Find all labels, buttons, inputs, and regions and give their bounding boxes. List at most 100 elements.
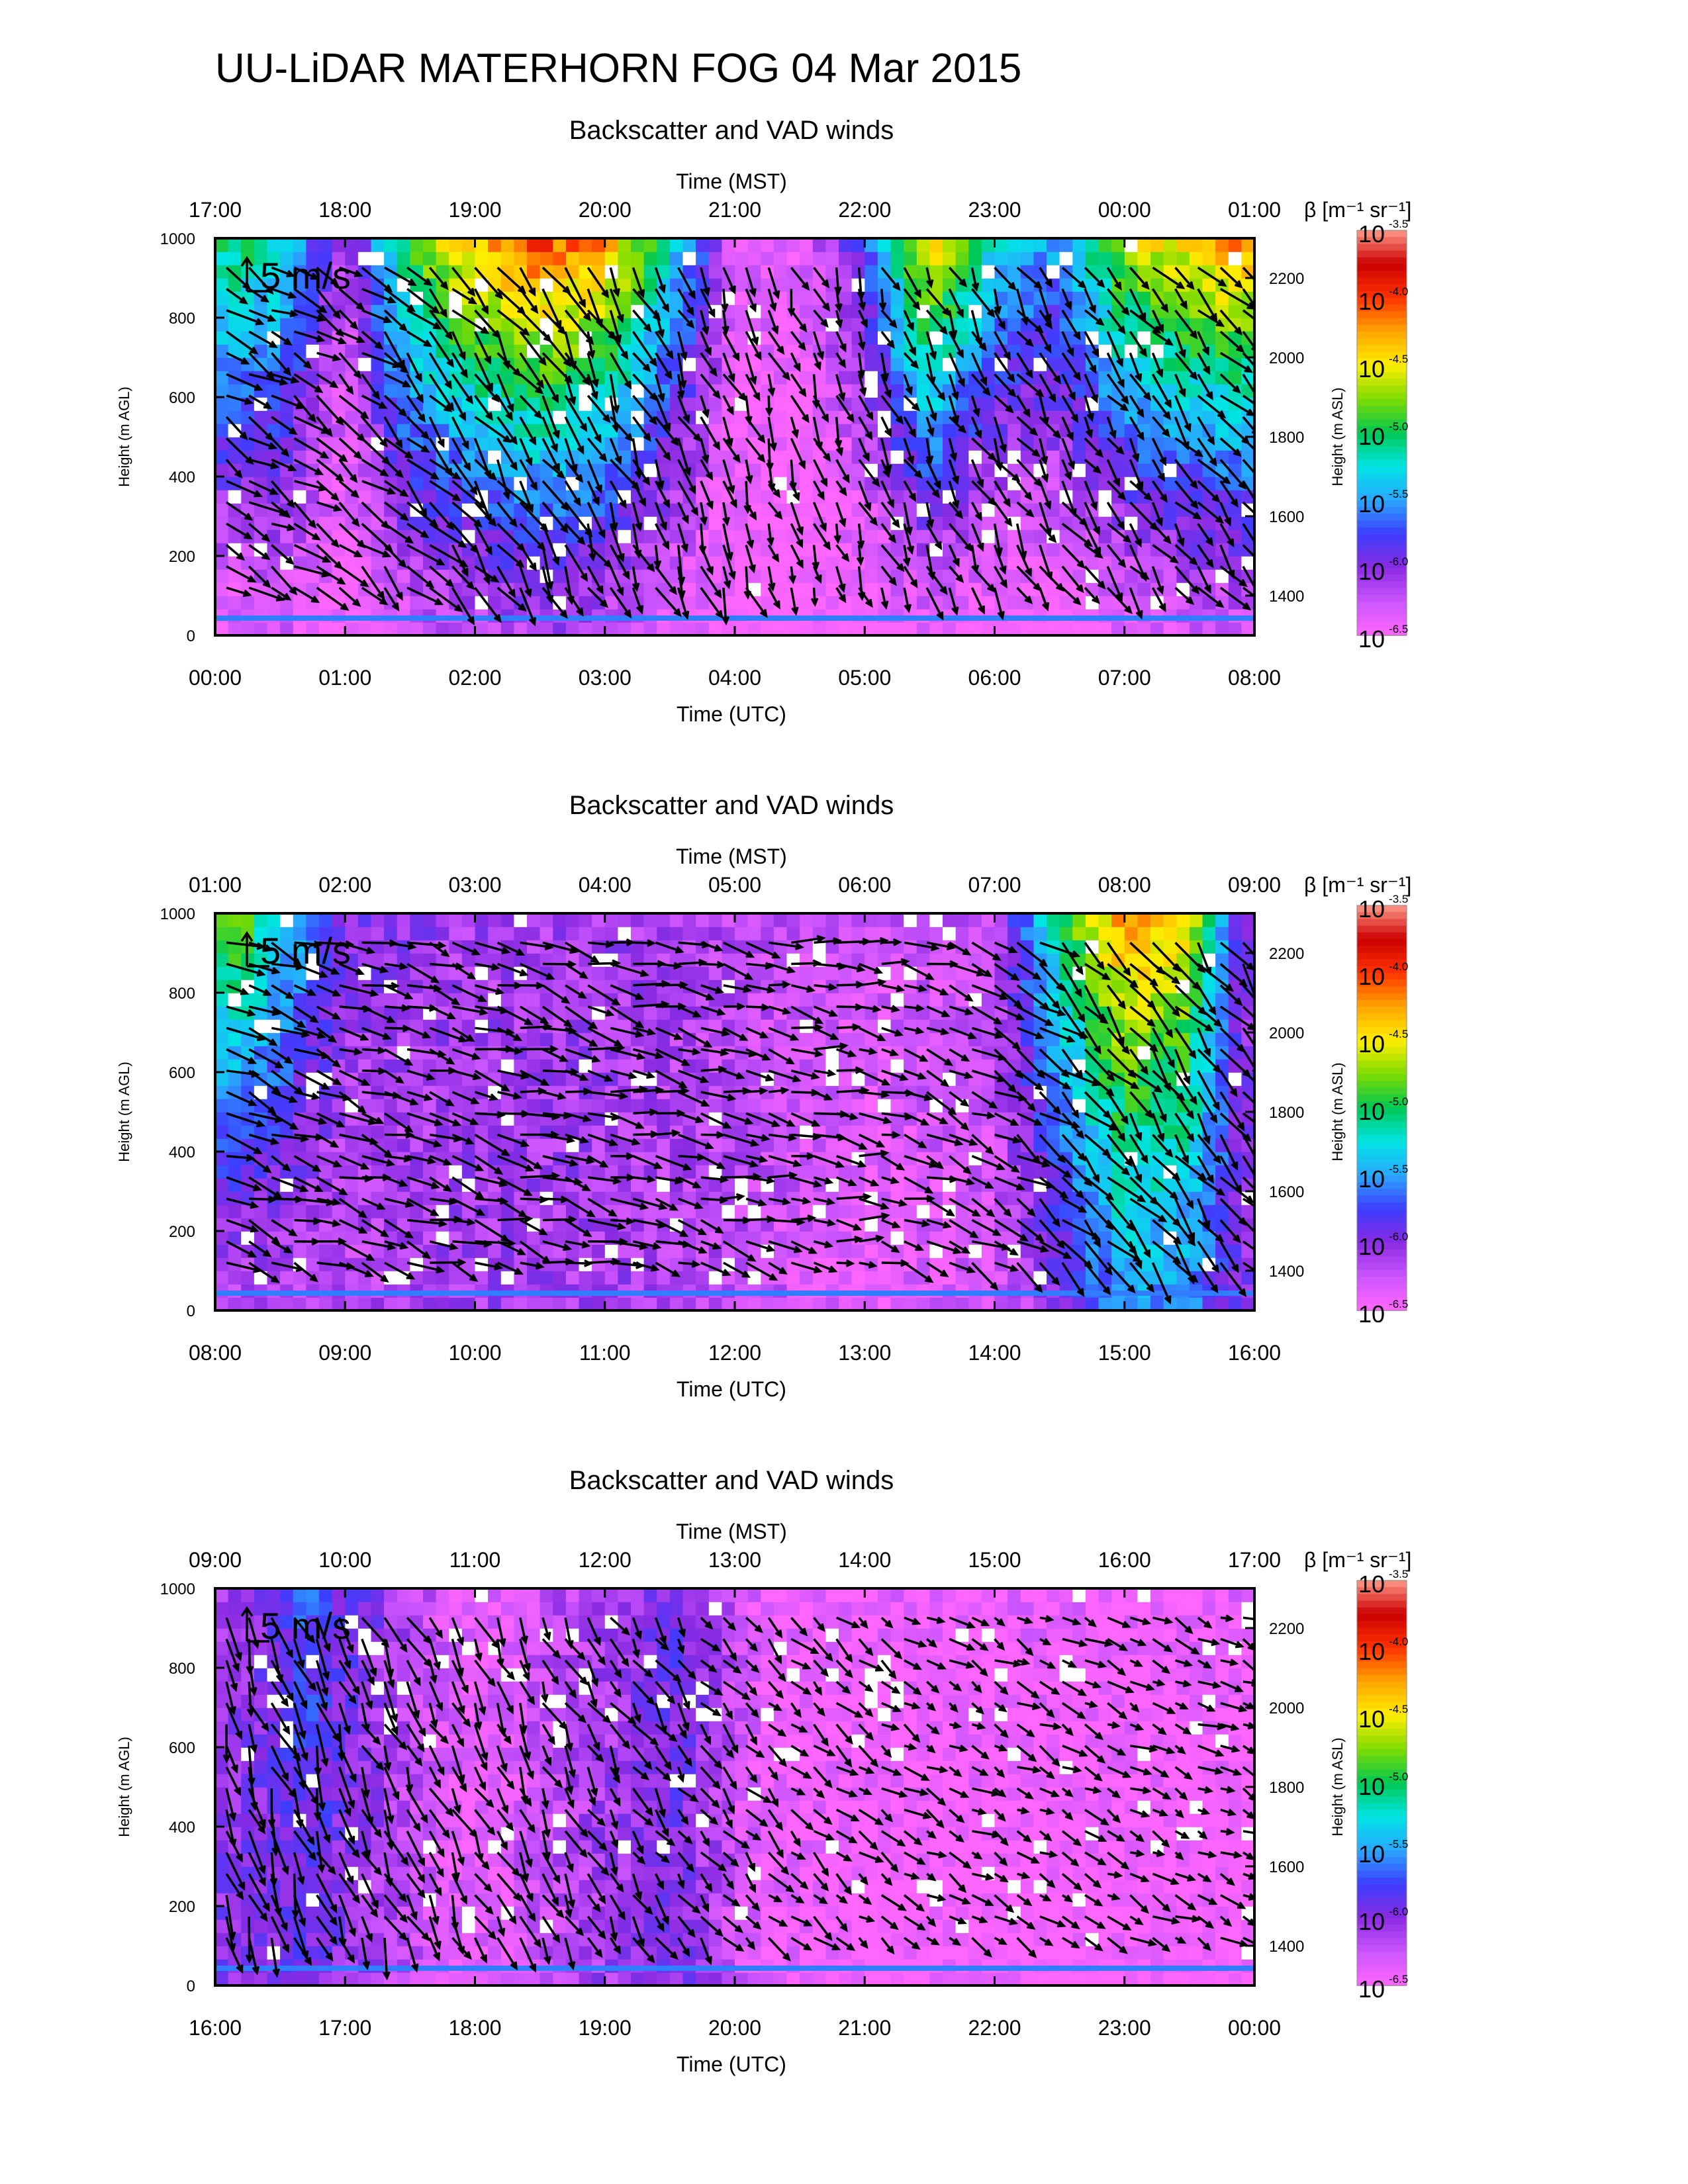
backscatter-cell: [643, 556, 657, 570]
backscatter-cell: [423, 384, 437, 398]
backscatter-cell: [565, 1205, 580, 1218]
wind-arrow-head: [757, 434, 766, 444]
wind-arrow: [293, 309, 324, 322]
backscatter-cell: [306, 318, 320, 332]
backscatter-cell: [735, 331, 749, 345]
backscatter-cell: [1189, 238, 1203, 252]
backscatter-cell: [669, 278, 684, 292]
backscatter-cell: [397, 384, 411, 398]
backscatter-cell: [735, 516, 749, 530]
wind-arrow-head: [864, 502, 872, 512]
wind-arrow: [473, 544, 490, 583]
wind-arrow: [1106, 544, 1126, 567]
backscatter-cell: [943, 569, 957, 583]
wind-arrow-head: [955, 510, 964, 520]
backscatter-cell: [397, 1099, 411, 1113]
wind-arrow: [1174, 544, 1197, 565]
backscatter-cell: [241, 477, 255, 490]
wind-arrow-head: [663, 452, 671, 461]
wind-arrow: [1129, 459, 1143, 489]
backscatter-cell: [1047, 251, 1060, 265]
wind-arrow-head: [545, 594, 554, 604]
backscatter-cell: [800, 238, 814, 252]
wind-arrow-head: [1136, 409, 1145, 418]
colorbar-segment: [1357, 473, 1407, 481]
wind-arrow: [1219, 586, 1250, 610]
wind-arrow-head: [289, 310, 299, 318]
wind-arrow-head: [951, 475, 960, 485]
wind-arrow-head: [1093, 465, 1102, 474]
wind-arrow: [541, 437, 560, 471]
wind-arrow: [293, 586, 318, 603]
backscatter-cell: [527, 622, 541, 635]
wind-arrow-head: [859, 387, 867, 397]
wind-arrow: [564, 544, 588, 580]
wind-arrow: [361, 459, 388, 477]
backscatter-cell: [436, 490, 449, 504]
wind-arrow-head: [395, 439, 403, 449]
wind-arrow: [1039, 331, 1051, 352]
backscatter-cell: [565, 913, 580, 927]
backscatter-cell: [410, 450, 424, 464]
wind-arrow: [813, 267, 829, 287]
wind-arrow: [361, 416, 387, 447]
backscatter-cell: [955, 437, 969, 451]
backscatter-cell: [631, 1112, 645, 1126]
wind-arrow: [948, 480, 959, 508]
wind-arrow-head: [267, 314, 277, 322]
backscatter-cell: [553, 1032, 567, 1046]
backscatter-cell: [319, 1019, 333, 1033]
wind-arrow: [271, 501, 290, 518]
backscatter-cell: [1124, 318, 1139, 332]
backscatter-cell: [890, 331, 904, 345]
wind-arrow-head: [414, 373, 422, 383]
backscatter-cell: [1176, 516, 1190, 530]
backscatter-cell: [267, 238, 281, 252]
wind-arrow: [700, 480, 713, 508]
wind-arrow: [857, 566, 864, 599]
wind-arrow: [609, 374, 618, 412]
wind-arrow-head: [1135, 610, 1143, 619]
backscatter-cell: [461, 1297, 476, 1310]
backscatter-cell: [968, 582, 982, 596]
wind-arrow-head: [484, 355, 492, 365]
wind-arrow-head: [767, 387, 776, 397]
backscatter-cell: [981, 463, 996, 477]
backscatter-cell: [371, 371, 385, 385]
wind-arrow-head: [557, 326, 566, 336]
backscatter-cell: [1085, 318, 1100, 332]
backscatter-cell: [1047, 596, 1060, 610]
wind-arrow-head: [1092, 595, 1100, 604]
backscatter-cell: [357, 318, 372, 332]
backscatter-cell: [604, 1297, 619, 1310]
backscatter-cell: [877, 477, 892, 490]
backscatter-cell: [708, 516, 723, 530]
backscatter-cell: [1020, 516, 1035, 530]
backscatter-cell: [800, 357, 814, 371]
backscatter-cell: [254, 953, 268, 967]
backscatter-cell: [215, 516, 229, 530]
wind-arrow-head: [1232, 385, 1241, 394]
wind-arrow: [1242, 267, 1254, 281]
backscatter-cell: [618, 516, 632, 530]
backscatter-cell: [877, 516, 892, 530]
backscatter-cell: [410, 913, 424, 927]
wind-arrow: [564, 459, 583, 482]
wind-arrow-head: [639, 498, 646, 508]
backscatter-cell: [357, 238, 372, 252]
backscatter-cell: [267, 1072, 281, 1086]
backscatter-cell: [357, 397, 372, 411]
wind-arrow-head: [1261, 481, 1267, 488]
backscatter-cell: [839, 529, 853, 543]
backscatter-cell: [773, 251, 788, 265]
wind-arrow-head: [1113, 478, 1121, 488]
wind-arrow: [880, 416, 892, 435]
wind-arrow: [248, 458, 277, 469]
backscatter-cell: [786, 291, 800, 305]
wind-arrow: [858, 310, 868, 327]
backscatter-cell: [461, 1019, 476, 1033]
backscatter-cell: [539, 304, 553, 318]
wind-arrow-head: [250, 346, 259, 355]
backscatter-cell: [1215, 331, 1229, 345]
backscatter-cell: [1189, 384, 1203, 398]
